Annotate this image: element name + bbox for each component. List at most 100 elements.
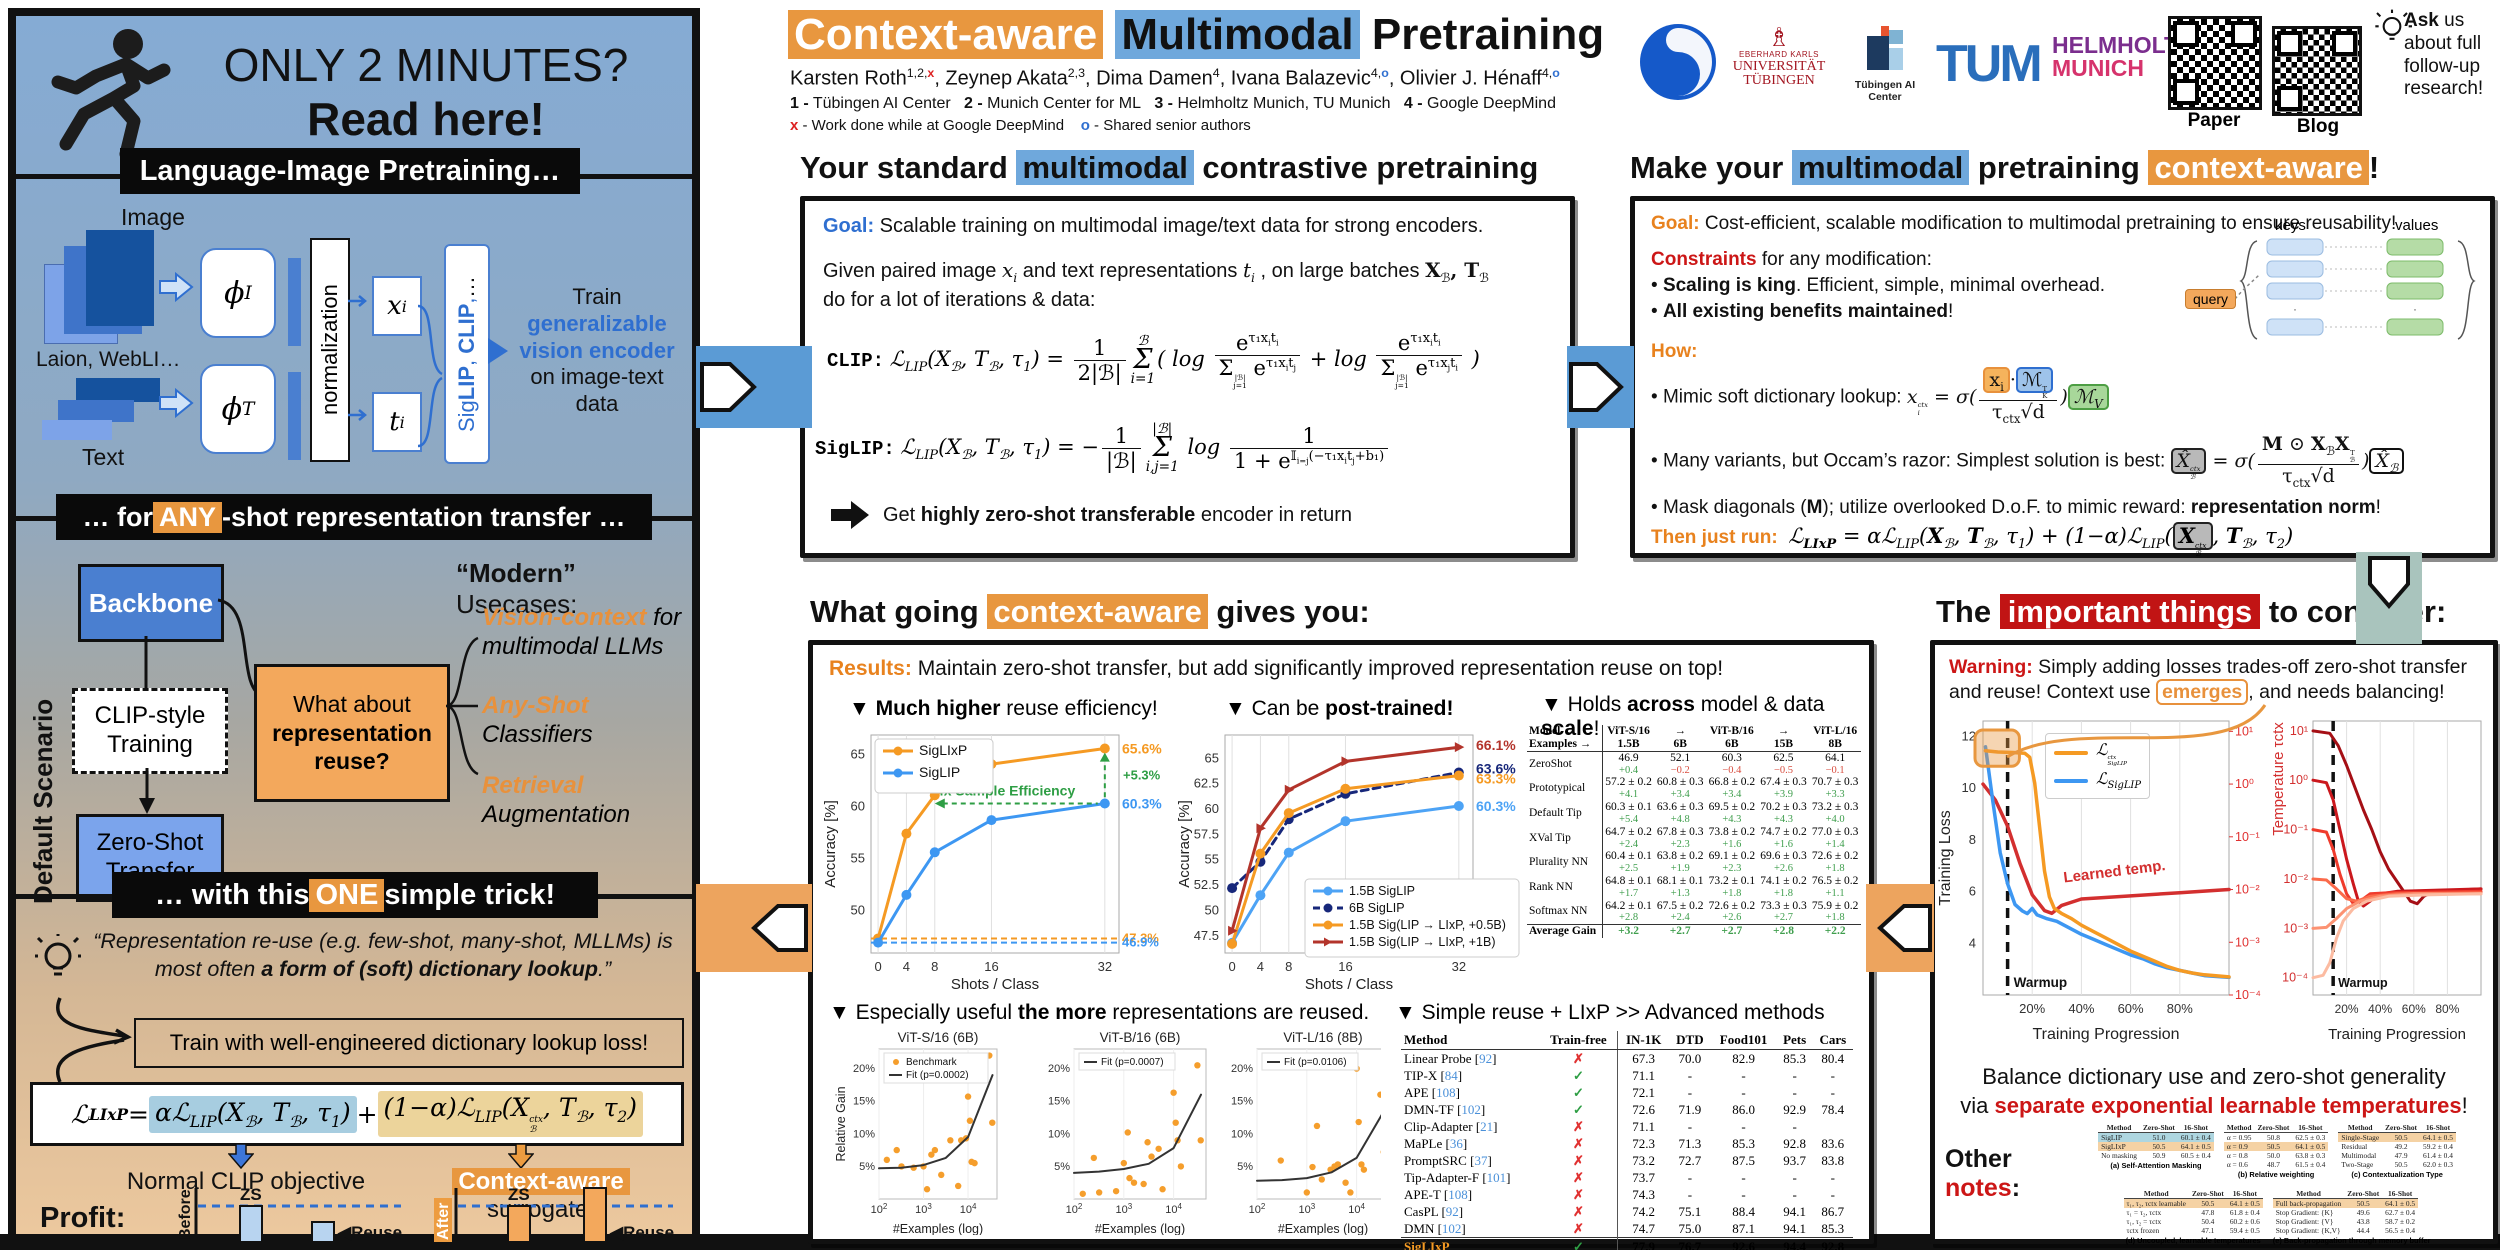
svg-text:1.5B SigLIP: 1.5B SigLIP [1349,884,1415,898]
svg-text:60: 60 [1205,801,1219,816]
table-row: SigLIxP 50.5 64.1 ± 0.5 [2098,1142,2214,1151]
svg-text:102: 102 [871,1202,888,1216]
headline-line2: Read here! [307,93,545,145]
affiliations-line: 1 - Tübingen AI Center 2 - Munich Center… [790,95,1556,112]
table-row: Two-Stage 50.5 62.0 ± 0.3 [2341,1160,2453,1169]
arrow-norm-ti [348,409,367,421]
results-label: Results: [829,657,912,680]
svg-text:65: 65 [1205,750,1219,765]
svg-text:5%: 5% [1237,1161,1253,1173]
double-arrow-curves [56,997,132,1083]
svg-text:50: 50 [851,902,865,917]
results-line: Results: Maintain zero-shot transfer, bu… [829,657,1723,681]
profit-after-chart: After ZS ◀Reuse [434,1185,674,1244]
normal-clip-label: Normal CLIP objective [126,1168,366,1195]
svg-text:57.5: 57.5 [1194,826,1219,841]
table-advanced-methods: Method Train-free IN-1K DTD Food101 Pets Cars L… [1401,1031,1853,1250]
table-row: Stop Gradient: {K,V} 44.4 56.5 ± 0.4 [2275,1226,2416,1235]
text-stack-light [42,420,112,440]
flow-arrow-std-to-ctx [1567,346,1634,428]
table-row: Prototypical 57.2 ± 0.2 60.8 ± 0.3 66.8 ± 0… [1527,776,1861,801]
table-row: APE-T [108] ✗ 74.3- - - - [1404,1186,1835,1203]
ctx-title-context-aware: context-aware [2148,150,2369,185]
svg-text:6: 6 [1969,884,1976,899]
table-row: α = 0.9 50.5 64.1 ± 0.5 [2223,1142,2329,1151]
mini-table-caption: (c) Contextualization Type [2351,1170,2443,1179]
table-row: Tip-Adapter-F [101] ✗ 73.7- - - - [1404,1169,1835,1186]
ctx-goal-text: Cost-efficient, scalable modification to… [1699,213,2397,234]
svg-text:16: 16 [1338,959,1352,974]
table-row: Multimodal 47.9 61.4 ± 0.4 [2341,1151,2453,1160]
results-text: Maintain zero-shot transfer, but add sig… [911,657,1724,680]
svg-text:10¹: 10¹ [2235,724,2253,738]
arrow-losses-out [488,338,508,364]
svg-text:5%: 5% [859,1161,875,1173]
svg-text:·: · [2413,302,2417,316]
results-box: Results: Maintain zero-shot transfer, bu… [808,640,1874,1250]
reuse-q-line2: representation reuse? [272,719,432,775]
svg-text:60%: 60% [2118,1001,2144,1016]
svg-text:10: 10 [1962,780,1976,795]
table-row: α = 0.8 50.0 63.8 ± 0.3 [2226,1151,2326,1160]
ctx-title-multimodal: multimodal [1791,150,1970,185]
after-zs-label: ZS [508,1185,530,1204]
shot-chart-svg: 0 4 8 16 32 47.5 50 52.5 55 57.5 60 62.5 65 Shots / C… [1176,734,1520,993]
svg-text:Training Progression: Training Progression [2032,1026,2179,1043]
ask-us-text: Ask us about full follow-up research! [2404,10,2484,100]
author-notes-line: x - Work done while at Google DeepMind o… [790,117,1251,134]
gain-row: +0.4 −0.2 −0.4 −0.5 −0.1 [1619,764,1845,776]
clip-label: CLIP: [827,350,885,373]
before-reuse-label: ◀Reuse [337,1223,402,1242]
ctx-title-post: ! [2368,150,2380,185]
ctx-title-mid: pretraining [1969,150,2149,185]
table-row: No masking 50.9 60.5 ± 0.4 [2101,1151,2211,1160]
mini-table-caption: (b) Relative weighting [2237,1170,2315,1179]
banner3-post: simple trick! [384,878,556,911]
svg-text:20%: 20% [1231,1063,1253,1075]
profit-before-chart: Before ZS ◀Reuse [177,1185,402,1244]
svg-text:Shots / Class: Shots / Class [1305,976,1393,993]
banner3-pre: … with this [154,878,310,911]
image-stack-dark [86,230,154,326]
svg-text:10⁻³: 10⁻³ [2283,921,2308,935]
svg-text:#Examples (log): #Examples (log) [1278,1222,1368,1235]
svg-text:0: 0 [1228,959,1235,974]
svg-text:10⁻²: 10⁻² [2235,883,2260,897]
svg-text:4: 4 [1969,935,1976,950]
gain-row: +2.5 +1.9 +2.3 +2.6 +1.8 [1619,863,1845,875]
svg-text:20%: 20% [1048,1063,1070,1075]
svg-text:12: 12 [1962,729,1976,744]
table-row: α = 0.6 48.7 61.5 ± 0.4 [2226,1160,2326,1169]
table-row: Softmax NN 64.2 ± 0.1 67.5 ± 0.2 72.6 ± 0.2… [1527,899,1861,925]
before-axis-label: Before [177,1189,194,1240]
svg-text:10%: 10% [853,1128,875,1140]
svg-text:4: 4 [1257,959,1264,974]
svg-text:Accuracy [%]: Accuracy [%] [1177,800,1193,888]
table-row: τ₁, τ₂ = τctx 50.4 60.2 ± 0.6 [2126,1217,2260,1226]
chart-relative-gain-scatter: ViT-S/16 (6B) 102 103 104 5% 10% 15% 20% #Exampl… [821,1029,1390,1240]
table-row: Linear Probe [92] ✗ 67.3 70.0 82.9 85.3 80.4 [1404,1049,1845,1067]
scale-table: Model → ViT-S/16 → ViT-B/16 → ViT-L/16 Example… [1527,725,1861,938]
dictionary-loss-box: Train with well-engineered dictionary lo… [134,1018,684,1068]
google-deepmind-logo [1640,24,1716,100]
mini-table: Method Zero-Shot 16-Shot α = 0.95 50.8 62.5 ±… [2223,1123,2329,1179]
svg-text:47.3%: 47.3% [1122,930,1159,945]
brace-curves [417,304,443,448]
banner2-pre: … for [82,501,153,532]
how-bullet-1: • Mimic soft dictionary lookup: x ctx i = … [1651,367,2109,426]
std-title-post: contrastive pretraining [1193,150,1539,185]
usecase-any-shot: Any-Shot Classifiers [482,692,687,750]
svg-text:10⁻²: 10⁻² [2283,872,2308,886]
siglip-label: SigLIP: [815,437,895,460]
constraints-label: Constraints [1651,249,1757,270]
train-encoder-text: Train generalizable vision encoder on im… [519,284,675,417]
svg-text:65.6%: 65.6% [1122,740,1162,756]
usecase2-highlight: Any-Shot [482,692,589,719]
title-context-aware: Context-aware [788,10,1104,59]
siglixp-row: SigLIxP ✓ 77.9 76.7 92.6 94.4 92.8 [1401,1237,1853,1250]
